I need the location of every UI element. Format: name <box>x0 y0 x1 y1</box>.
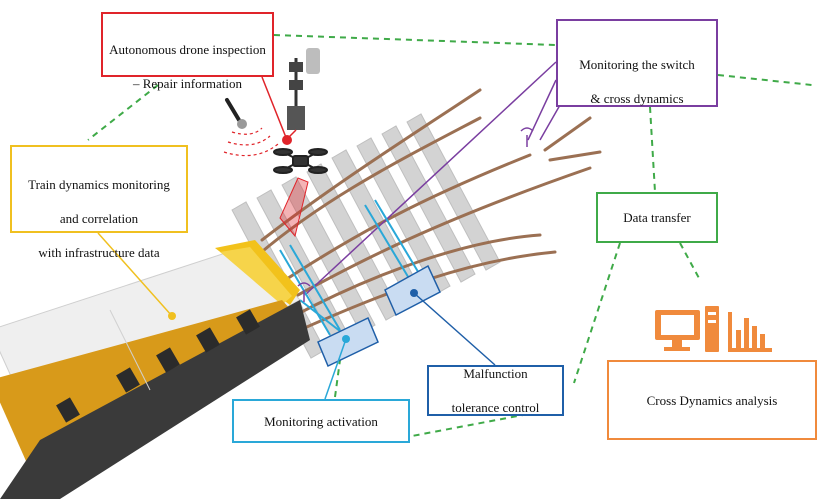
computer-icon <box>655 306 719 352</box>
malfunction-line1: Malfunction <box>463 366 528 381</box>
activation-connector <box>324 338 347 400</box>
bar-chart-icon <box>728 312 772 352</box>
train-dynamics-box: Train dynamics monitoring and correlatio… <box>10 145 188 260</box>
train-dynamics-line1: Train dynamics monitoring <box>28 177 170 192</box>
data-transfer-box: Data transfer <box>596 192 718 243</box>
sound-waves <box>223 127 279 157</box>
switch-monitoring-line1: Monitoring the switch <box>579 57 695 72</box>
switch-monitoring-line2: & cross dynamics <box>590 91 684 106</box>
inspection-beam <box>279 177 309 238</box>
cross-dynamics-box: Cross Dynamics analysis <box>607 360 817 440</box>
monitoring-activation-label: Monitoring activation <box>264 413 378 429</box>
drone-icon <box>273 148 328 174</box>
signal-arrows <box>279 199 421 336</box>
drone-connector <box>261 76 288 141</box>
cross-dynamics-label: Cross Dynamics analysis <box>646 392 778 408</box>
switch-monitoring-box: Monitoring the switch & cross dynamics <box>556 19 718 107</box>
train <box>0 240 310 499</box>
data-transfer-label: Data transfer <box>623 210 691 225</box>
antenna-icon <box>297 127 534 302</box>
drone-inspection-box: Autonomous drone inspection – Repair inf… <box>101 12 274 91</box>
microphone-icon <box>225 98 247 129</box>
monitoring-activation-box: Monitoring activation <box>232 399 410 443</box>
train-marker <box>168 312 176 320</box>
malfunction-connector <box>413 292 496 366</box>
train-dynamics-line2: and correlation <box>59 211 139 226</box>
drone-inspection-line1: Autonomous drone inspection <box>109 42 266 57</box>
train-dynamics-line3: with infrastructure data <box>38 245 160 260</box>
camera-mast-icon <box>282 48 320 145</box>
malfunction-control-box: Malfunction tolerance control <box>427 365 564 416</box>
malfunction-line2: tolerance control <box>451 400 540 415</box>
drone-inspection-line2: – Repair information <box>132 76 243 91</box>
train-connector <box>97 232 173 317</box>
